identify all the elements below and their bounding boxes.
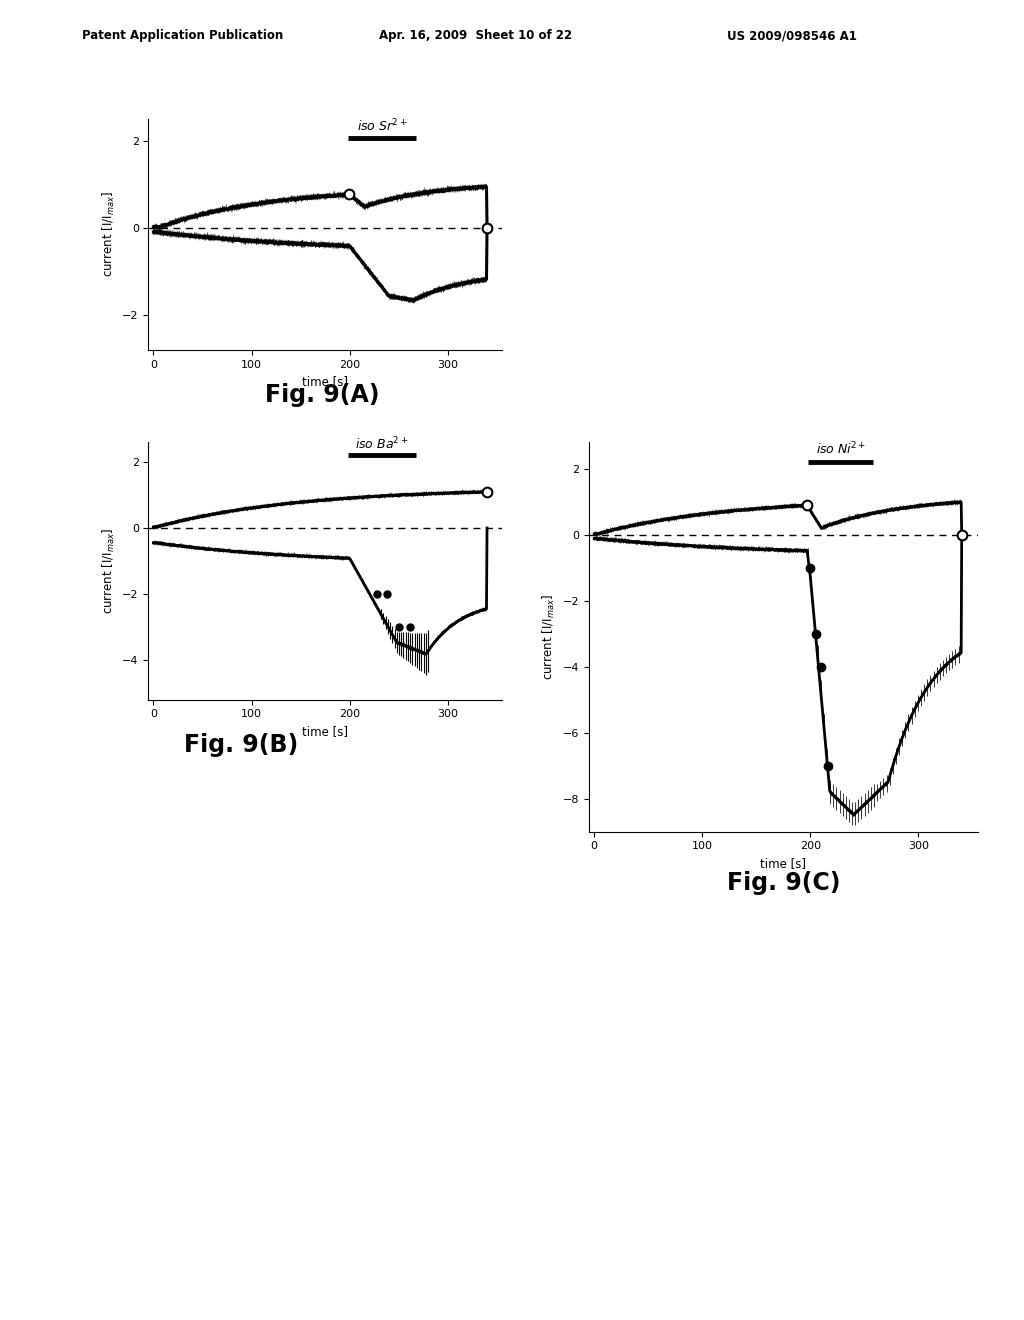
Text: iso Sr$^{2+}$: iso Sr$^{2+}$ — [356, 117, 408, 135]
Text: US 2009/098546 A1: US 2009/098546 A1 — [727, 29, 857, 42]
Text: Patent Application Publication: Patent Application Publication — [82, 29, 284, 42]
X-axis label: time [s]: time [s] — [302, 725, 348, 738]
X-axis label: time [s]: time [s] — [302, 375, 348, 388]
Y-axis label: current [I/I$_{max}$]: current [I/I$_{max}$] — [100, 191, 117, 277]
X-axis label: time [s]: time [s] — [761, 857, 806, 870]
Text: iso Ni$^{2+}$: iso Ni$^{2+}$ — [815, 441, 865, 457]
Text: Fig. 9(B): Fig. 9(B) — [183, 733, 298, 756]
Y-axis label: current [I/I$_{max}$]: current [I/I$_{max}$] — [100, 528, 117, 614]
Text: iso Ba$^{2+}$: iso Ba$^{2+}$ — [355, 436, 409, 453]
Text: Fig. 9(A): Fig. 9(A) — [265, 383, 380, 407]
Y-axis label: current [I/I$_{max}$]: current [I/I$_{max}$] — [541, 594, 557, 680]
Text: Apr. 16, 2009  Sheet 10 of 22: Apr. 16, 2009 Sheet 10 of 22 — [379, 29, 572, 42]
Text: Fig. 9(C): Fig. 9(C) — [727, 871, 840, 895]
